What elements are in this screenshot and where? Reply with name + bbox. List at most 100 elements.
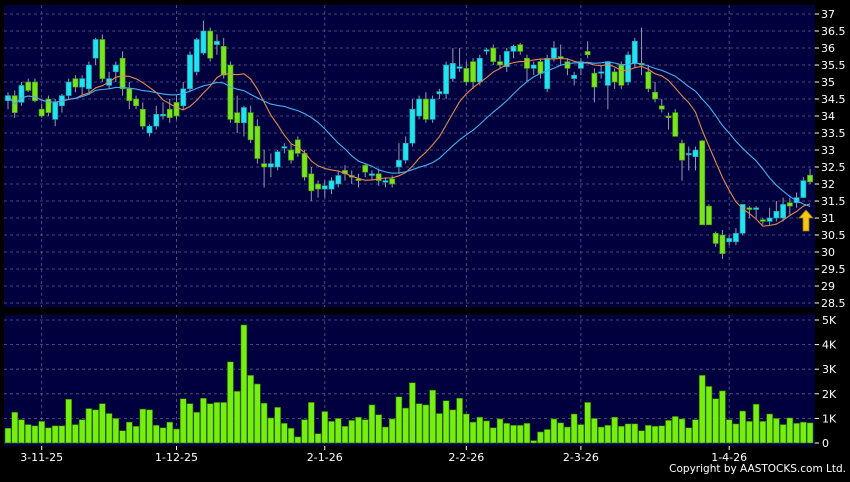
volume-bar: [476, 416, 484, 444]
volume-bar: [112, 418, 120, 444]
volume-bar: [618, 425, 625, 444]
volume-bar: [92, 409, 99, 444]
candle-down: [72, 78, 79, 88]
candle-down: [706, 205, 712, 226]
price-tick-label: 32.5: [821, 161, 846, 174]
candle-down: [301, 153, 308, 178]
candle-up: [274, 151, 281, 168]
candle-up: [429, 98, 436, 120]
price-tick-label: 34.5: [821, 93, 846, 106]
candle-down: [618, 64, 625, 86]
price-tick-label: 37: [821, 8, 835, 21]
volume-bar: [415, 403, 423, 444]
volume-bar: [530, 440, 538, 444]
volume-bar: [11, 411, 19, 444]
volume-bar: [611, 416, 618, 444]
axes: 37 36.5 36 35.5 35 34.5 34 33.5 33 32.5 32 31.5 31 30…: [20, 8, 845, 464]
candle-down: [119, 57, 126, 90]
candle-up: [503, 51, 510, 68]
candle-up: [402, 142, 409, 161]
volume-bar: [624, 423, 632, 444]
volume-bar: [375, 414, 383, 444]
volume-bar: [200, 397, 207, 444]
candle-down: [652, 91, 658, 100]
volume-bar: [604, 424, 612, 444]
volume-bar: [301, 419, 308, 444]
volume-bar: [449, 409, 457, 444]
candle-down: [719, 234, 726, 255]
price-tick-label: 35: [821, 76, 835, 89]
volume-bar: [678, 418, 686, 444]
volume-bar: [456, 397, 463, 444]
moving-average-line: [7, 61, 811, 207]
candle-down: [99, 39, 106, 79]
candle-down: [315, 183, 321, 190]
volume-bar: [45, 427, 52, 444]
candle-down: [234, 112, 241, 124]
volume-bar: [557, 422, 564, 444]
volume-bar: [260, 402, 268, 444]
volume-bar: [4, 427, 12, 444]
price-tick-label: 30: [821, 246, 835, 259]
volume-bar: [793, 423, 800, 444]
volume-bar: [773, 418, 780, 444]
candle-up: [267, 163, 274, 168]
price-tick-label: 29: [821, 280, 835, 293]
date-tick-label: 2-2-26: [448, 451, 484, 464]
volume-bar: [638, 430, 645, 444]
volume-bar: [294, 436, 302, 444]
price-tick-label: 32: [821, 178, 835, 191]
candle-up: [577, 61, 584, 69]
volume-bar: [206, 403, 214, 444]
volume-bar: [85, 408, 93, 444]
volume-bar: [550, 418, 558, 444]
volume-bar: [179, 398, 187, 444]
candle-up: [396, 159, 402, 168]
volume-bar: [173, 428, 180, 444]
candle-down: [375, 173, 382, 181]
candle-up: [733, 233, 739, 243]
candle-up: [692, 149, 699, 158]
price-tick-label: 30.5: [821, 229, 846, 242]
volume-tick-label: 0: [822, 437, 829, 450]
volume-bar: [58, 425, 66, 444]
volume-bar: [334, 418, 342, 444]
volume-bar: [213, 402, 221, 444]
volume-bar: [503, 423, 511, 444]
volume-bar: [341, 425, 349, 444]
volume-bar: [78, 419, 86, 444]
candle-up: [625, 54, 631, 83]
candle-down: [389, 178, 396, 185]
volume-bar: [395, 396, 403, 444]
candle-up: [335, 175, 342, 185]
candle-up: [241, 107, 247, 124]
candle-down: [665, 115, 672, 118]
volume-bar: [166, 421, 174, 444]
volume-bar: [692, 419, 699, 444]
candle-down: [139, 108, 146, 127]
volume-bar: [597, 426, 605, 444]
volume-bar: [739, 410, 746, 444]
volume-bar: [328, 421, 335, 444]
date-tick-label: 2-3-26: [563, 451, 599, 464]
candle-up: [766, 217, 773, 222]
volume-bar: [132, 425, 140, 444]
volume-bar: [31, 425, 39, 444]
volume-bar: [287, 427, 295, 444]
volume-bar: [442, 400, 450, 444]
volume-bar: [725, 419, 733, 444]
volume-bar: [766, 413, 773, 444]
volume-bar: [99, 403, 106, 444]
candle-down: [247, 112, 254, 141]
volume-bar: [685, 427, 693, 444]
candle-down: [537, 61, 544, 74]
candles: [5, 20, 813, 259]
candle-up: [530, 64, 537, 69]
volume-bar: [24, 424, 32, 444]
volume-bar: [146, 409, 153, 444]
candle-up: [800, 180, 807, 198]
date-tick-label: 1-12-25: [155, 451, 198, 464]
price-tick-label: 33: [821, 144, 835, 157]
candle-down: [679, 142, 685, 161]
